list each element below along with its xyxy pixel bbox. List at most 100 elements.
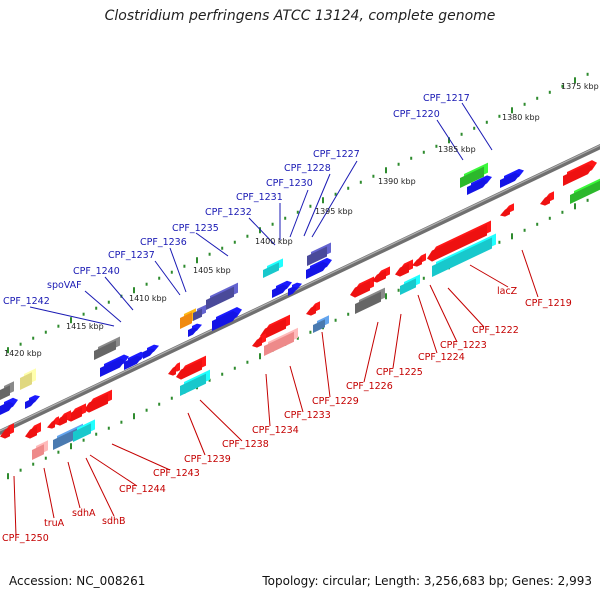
gene-feature bbox=[176, 355, 206, 380]
tick-mark bbox=[448, 137, 450, 144]
tick-mark bbox=[133, 287, 135, 294]
gene-label-bottom[interactable]: sdhB bbox=[102, 516, 126, 527]
gene-label-bottom[interactable]: CPF_1223 bbox=[440, 340, 487, 351]
gene-label-bottom[interactable]: CPF_1250 bbox=[2, 533, 49, 544]
tick-mark bbox=[32, 462, 35, 466]
tick-mark bbox=[460, 132, 463, 136]
gene-label-bottom[interactable]: CPF_1229 bbox=[312, 396, 359, 407]
gene-face-front bbox=[400, 278, 416, 295]
gene-feature bbox=[188, 323, 202, 337]
gene-face-front bbox=[252, 337, 262, 348]
gene-label-top[interactable]: CPF_1240 bbox=[73, 266, 120, 277]
gene-label-top[interactable]: spoVAF bbox=[47, 280, 82, 291]
gene-feature bbox=[460, 162, 488, 188]
genome-backbone bbox=[0, 143, 600, 436]
tick-mark bbox=[246, 360, 249, 364]
gene-label-top[interactable]: CPF_1220 bbox=[393, 109, 440, 120]
gene-feature bbox=[272, 280, 292, 298]
topology-summary: Topology: circular; Length: 3,256,683 bp… bbox=[262, 574, 592, 588]
gene-face-front bbox=[180, 373, 206, 396]
leader-line bbox=[111, 443, 171, 471]
gene-label-bottom[interactable]: truA bbox=[44, 518, 65, 529]
gene-label-top[interactable]: CPF_1232 bbox=[205, 207, 252, 218]
gene-label-bottom[interactable]: CPF_1226 bbox=[346, 381, 393, 392]
gene-feature bbox=[32, 440, 48, 460]
gene-label-bottom[interactable]: lacZ bbox=[497, 286, 518, 297]
gene-label-top[interactable]: CPF_1235 bbox=[172, 223, 219, 234]
gene-face-front bbox=[355, 291, 381, 314]
tick-mark bbox=[385, 293, 387, 300]
gene-label-bottom[interactable]: CPF_1225 bbox=[376, 367, 423, 378]
tick-mark bbox=[133, 413, 135, 420]
gene-feature bbox=[143, 344, 159, 359]
gene-face-front bbox=[32, 444, 44, 460]
tick-mark bbox=[233, 366, 236, 370]
gene-label-bottom[interactable]: CPF_1243 bbox=[153, 468, 200, 479]
gene-feature bbox=[467, 175, 492, 195]
gene-face-front bbox=[84, 393, 108, 413]
gene-label-bottom[interactable]: sdhA bbox=[72, 508, 96, 519]
gene-label-top[interactable]: CPF_1227 bbox=[313, 149, 360, 160]
gene-feature bbox=[168, 362, 180, 376]
gene-face-front bbox=[313, 319, 325, 333]
gene-feature bbox=[252, 333, 266, 348]
gene-label-bottom[interactable]: CPF_1233 bbox=[284, 410, 331, 421]
tick-mark bbox=[107, 426, 110, 430]
tick-mark bbox=[548, 216, 551, 220]
tick-mark bbox=[95, 432, 98, 436]
leader-line bbox=[13, 475, 17, 537]
gene-face-front bbox=[427, 224, 487, 262]
kbp-label: 1405 kbp bbox=[193, 266, 231, 275]
gene-label-bottom[interactable]: CPF_1219 bbox=[525, 298, 572, 309]
gene-face-front bbox=[0, 385, 10, 400]
gene-feature bbox=[94, 336, 120, 360]
gene-label-top[interactable]: CPF_1228 bbox=[284, 163, 331, 174]
tick-mark bbox=[208, 252, 211, 256]
tick-mark bbox=[511, 233, 513, 240]
gene-face-front bbox=[350, 280, 370, 298]
gene-face-front bbox=[372, 270, 386, 283]
gene-label-top[interactable]: CPF_1217 bbox=[423, 93, 470, 104]
kbp-label: 1400 kbp bbox=[255, 237, 293, 246]
leader-line bbox=[187, 412, 206, 456]
tick-mark bbox=[259, 353, 261, 360]
tick-mark bbox=[523, 228, 526, 232]
tick-mark bbox=[284, 216, 287, 220]
tick-mark bbox=[498, 114, 501, 118]
gene-label-top[interactable]: CPF_1237 bbox=[108, 250, 155, 261]
gene-face-front bbox=[570, 180, 600, 204]
gene-feature bbox=[307, 242, 331, 266]
gene-face-front bbox=[47, 420, 55, 429]
gene-label-top[interactable]: CPF_1242 bbox=[3, 296, 50, 307]
gene-label-top[interactable]: CPF_1236 bbox=[140, 237, 187, 248]
tick-mark bbox=[422, 276, 425, 280]
gene-face-front bbox=[25, 426, 37, 439]
tick-mark bbox=[95, 306, 98, 310]
gene-face-front bbox=[307, 246, 327, 266]
gene-feature bbox=[84, 389, 112, 413]
tick-mark bbox=[397, 288, 400, 292]
gene-face-front bbox=[288, 286, 298, 296]
gene-label-top[interactable]: CPF_1231 bbox=[236, 192, 283, 203]
gene-label-bottom[interactable]: CPF_1239 bbox=[184, 454, 231, 465]
tick-mark bbox=[7, 473, 9, 480]
tick-mark bbox=[511, 107, 513, 114]
gene-label-bottom[interactable]: CPF_1234 bbox=[252, 425, 299, 436]
gene-feature bbox=[0, 397, 18, 415]
gene-feature bbox=[500, 168, 524, 188]
gene-face-front bbox=[0, 427, 10, 439]
gene-feature bbox=[124, 351, 146, 370]
gene-face-front bbox=[0, 401, 14, 415]
gene-label-top[interactable]: CPF_1230 bbox=[266, 178, 313, 189]
gene-face-front bbox=[306, 261, 328, 279]
gene-label-bottom[interactable]: CPF_1238 bbox=[222, 439, 269, 450]
tick-mark bbox=[170, 396, 173, 400]
gene-feature bbox=[432, 233, 496, 277]
gene-label-bottom[interactable]: CPF_1222 bbox=[472, 325, 519, 336]
leader-line bbox=[417, 294, 438, 354]
gene-feature bbox=[206, 282, 238, 310]
kbp-label: 1375 kbp bbox=[561, 82, 599, 91]
gene-label-bottom[interactable]: CPF_1224 bbox=[418, 352, 465, 363]
gene-label-bottom[interactable]: CPF_1244 bbox=[119, 484, 166, 495]
